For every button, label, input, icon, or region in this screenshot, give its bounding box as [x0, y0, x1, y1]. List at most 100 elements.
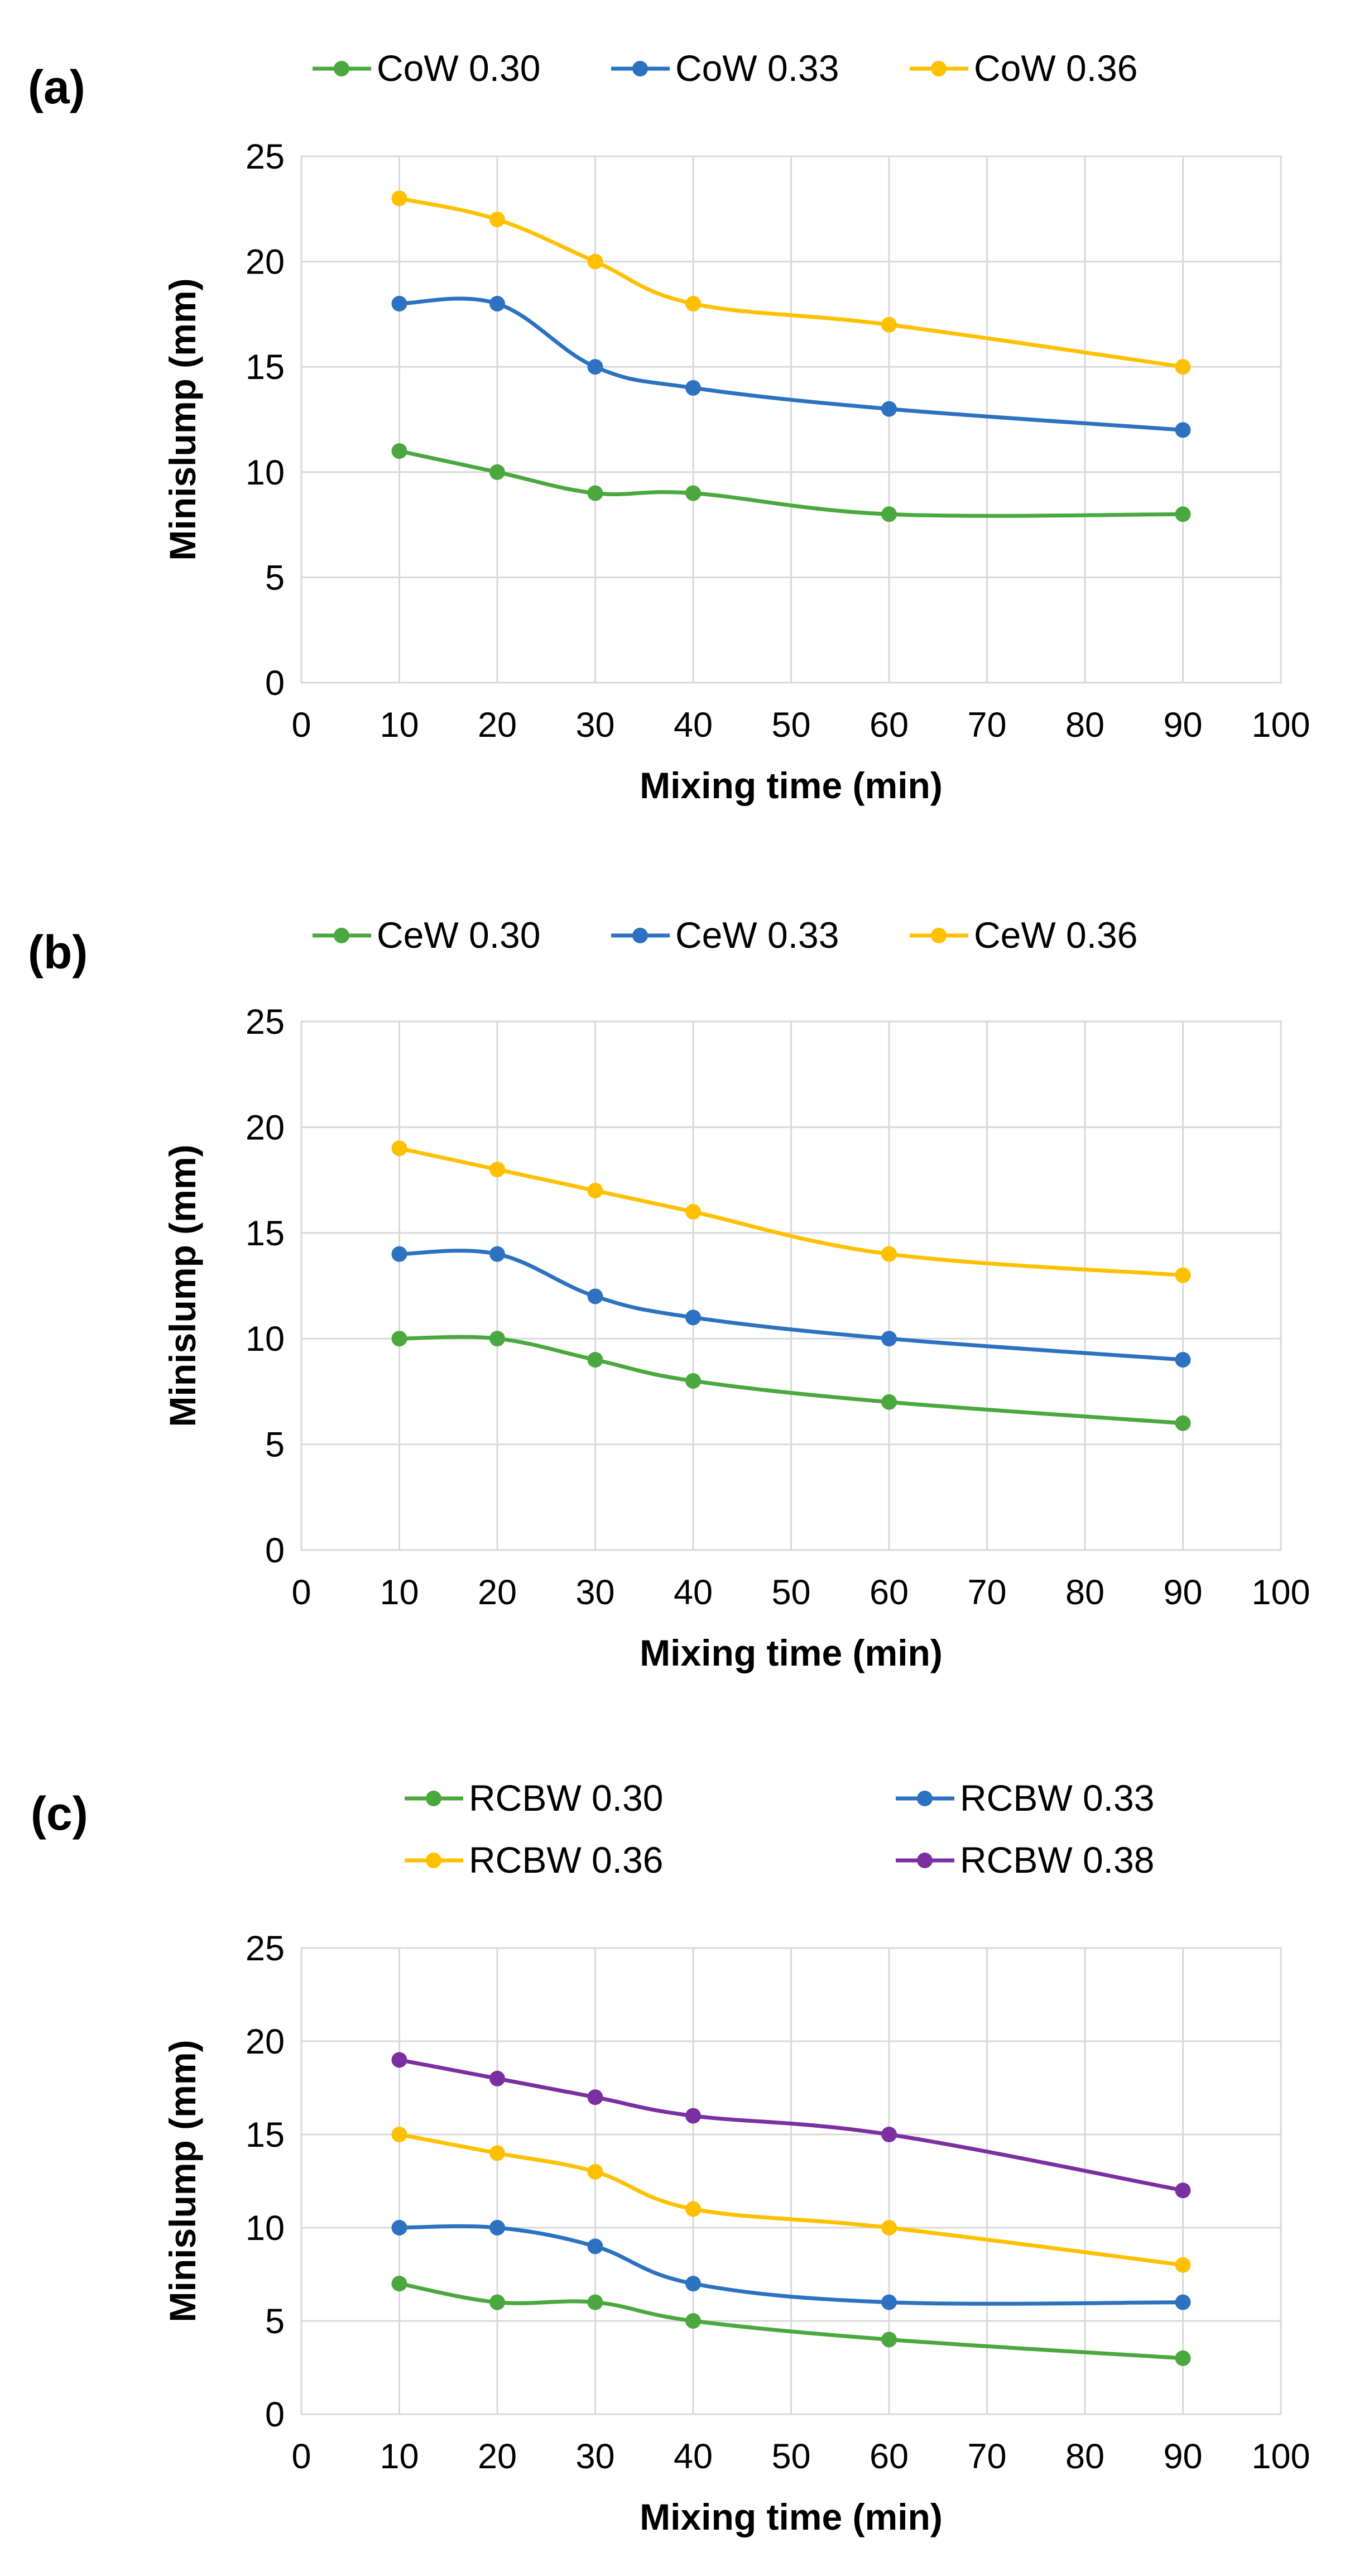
data-point [1175, 2350, 1191, 2366]
data-point [881, 1394, 897, 1410]
y-tick-label: 0 [265, 664, 285, 703]
x-tick-label: 50 [771, 706, 810, 745]
y-tick-label: 10 [246, 453, 285, 492]
y-tick-label: 20 [246, 243, 285, 282]
y-tick-label: 20 [246, 1108, 285, 1147]
x-tick-label: 60 [870, 1573, 909, 1612]
data-point [1175, 506, 1191, 522]
chart-panel-b: (b) 0 5 10 15 20 25 0 10 20 30 40 50 60 70 80 90 100 Mixin… [28, 914, 1310, 1673]
x-tick-label: 10 [380, 1573, 419, 1612]
data-point [1175, 2182, 1191, 2199]
data-point [587, 485, 603, 501]
legend-point-marker [917, 1853, 933, 1868]
x-tick-label: 30 [575, 2437, 614, 2476]
legend-label: RCBW 0.38 [960, 1839, 1154, 1881]
data-point [881, 2294, 897, 2310]
data-point [391, 2127, 407, 2142]
legend-item: RCBW 0.38 [896, 1839, 1154, 1881]
y-tick-label: 5 [265, 1426, 285, 1465]
gridlines [300, 155, 1282, 684]
data-point [881, 1246, 897, 1262]
y-tick-label: 25 [246, 1929, 285, 1968]
x-tick-label: 70 [967, 1573, 1006, 1612]
data-point [587, 2238, 603, 2254]
legend-item: RCBW 0.36 [405, 1839, 663, 1881]
data-point [587, 2089, 603, 2105]
data-point [881, 2220, 897, 2236]
legend-item: RCBW 0.33 [896, 1777, 1154, 1819]
y-tick-label: 10 [246, 1320, 285, 1359]
gridlines [300, 1020, 1282, 1551]
y-axis-label: Minislump (mm) [162, 1145, 203, 1427]
series-rcbw-0-30 [391, 2276, 1191, 2366]
legend-point-marker [426, 1853, 441, 1868]
legend-point-marker [632, 928, 648, 943]
x-tick-label: 100 [1251, 706, 1310, 745]
data-point [391, 190, 407, 207]
data-point [489, 1331, 505, 1347]
x-tick-label: 40 [674, 2437, 713, 2476]
x-tick-label: 20 [478, 706, 517, 745]
x-tick-label: 0 [291, 2437, 311, 2476]
panel-label: (b) [28, 926, 88, 978]
data-point [1175, 1267, 1191, 1283]
legend-label: RCBW 0.33 [960, 1777, 1154, 1819]
data-point [587, 2294, 603, 2310]
series-cew-0-30 [391, 1331, 1191, 1431]
y-tick-label: 25 [246, 1002, 285, 1042]
data-point [391, 2052, 407, 2068]
x-tick-label: 0 [291, 706, 311, 745]
plot-frame [300, 155, 1282, 684]
legend-point-marker [426, 1791, 441, 1806]
data-point [685, 2313, 701, 2329]
legend-item: CeW 0.36 [910, 914, 1137, 956]
x-tick-label: 100 [1251, 1573, 1310, 1612]
legend-label: RCBW 0.36 [469, 1839, 663, 1881]
legend-point-marker [632, 61, 648, 76]
legend-item: CoW 0.30 [313, 47, 540, 89]
x-tick-label: 90 [1163, 2437, 1202, 2476]
data-point [489, 296, 505, 312]
data-point [489, 464, 505, 480]
y-tick-label: 15 [246, 1214, 285, 1253]
x-tick-label: 50 [771, 1573, 810, 1612]
data-point [881, 506, 897, 522]
data-point [685, 1373, 701, 1389]
x-tick-label: 90 [1163, 1573, 1202, 1612]
data-point [1175, 2257, 1191, 2273]
series-cow-0-33 [391, 296, 1191, 438]
data-point [685, 485, 701, 501]
chart-panel-c: (c) 0 5 10 15 20 25 0 10 20 30 40 50 60 70 80 90 100 Mixin… [31, 1777, 1310, 2537]
legend-item: CeW 0.30 [313, 914, 540, 956]
x-tick-label: 80 [1065, 1573, 1104, 1612]
data-point [489, 2294, 505, 2310]
panel-label: (a) [28, 61, 85, 113]
y-tick-label: 5 [265, 2302, 285, 2341]
data-point [881, 316, 897, 333]
x-tick-label: 10 [380, 2437, 419, 2476]
series-rcbw-0-36 [391, 2127, 1191, 2273]
legend-label: CeW 0.36 [974, 914, 1137, 956]
panel-label: (c) [31, 1787, 88, 1840]
data-point [587, 2164, 603, 2180]
x-tick-label: 100 [1251, 2437, 1310, 2476]
data-point [391, 2276, 407, 2292]
series-cow-0-30 [391, 443, 1191, 522]
data-point [1175, 359, 1191, 375]
x-tick-label: 0 [291, 1573, 311, 1612]
data-point [881, 401, 897, 417]
data-point [489, 212, 505, 228]
data-point [587, 1288, 603, 1304]
data-point [881, 2127, 897, 2142]
x-axis-label: Mixing time (min) [640, 2496, 943, 2537]
x-axis-label: Mixing time (min) [640, 1632, 943, 1673]
legend-label: CoW 0.33 [675, 47, 839, 89]
data-point [1175, 1352, 1191, 1368]
data-point [391, 1331, 407, 1347]
data-point [685, 2108, 701, 2124]
legend-label: CeW 0.30 [377, 914, 540, 956]
x-tick-label: 30 [575, 1573, 614, 1612]
data-point [391, 1246, 407, 1262]
data-point [587, 359, 603, 375]
legend-label: CeW 0.33 [675, 914, 839, 956]
